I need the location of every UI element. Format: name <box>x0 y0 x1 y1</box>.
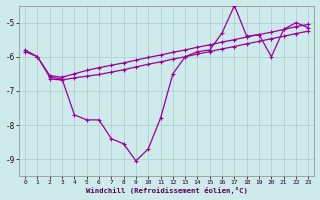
X-axis label: Windchill (Refroidissement éolien,°C): Windchill (Refroidissement éolien,°C) <box>86 187 248 194</box>
